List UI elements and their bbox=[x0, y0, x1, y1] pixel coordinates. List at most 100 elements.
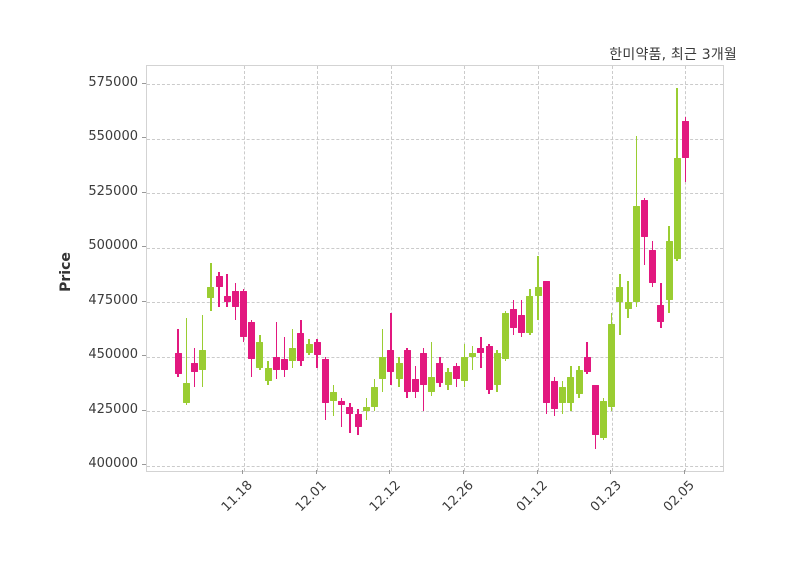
candle-wick-down bbox=[480, 337, 482, 368]
y-gridline bbox=[147, 411, 723, 413]
y-axis-label: Price bbox=[58, 252, 74, 292]
candle-body-up bbox=[632, 206, 640, 303]
y-tick-label: 500000 bbox=[88, 238, 138, 254]
candle-body-up bbox=[600, 400, 608, 438]
x-tick-label: 11.18 bbox=[219, 478, 257, 515]
candle-body-up bbox=[501, 313, 509, 360]
y-tick-label: 525000 bbox=[88, 183, 138, 199]
candle-body-down bbox=[346, 407, 354, 414]
x-gridline bbox=[611, 66, 613, 471]
candle-body-down bbox=[542, 280, 550, 403]
y-tick-label: 575000 bbox=[88, 74, 138, 90]
candle-wick-down bbox=[340, 398, 343, 427]
candle-body-down bbox=[223, 295, 231, 303]
x-gridline bbox=[390, 66, 392, 471]
candle-wick-down bbox=[218, 271, 220, 307]
candle-body-up bbox=[469, 352, 477, 357]
candle-body-up bbox=[182, 383, 190, 403]
candle-body-down bbox=[248, 321, 256, 360]
candle-body-down bbox=[477, 348, 485, 353]
candle-wick-up bbox=[471, 345, 474, 370]
candle-body-down bbox=[411, 378, 419, 392]
candle-body-up bbox=[608, 324, 616, 408]
candle-body-up bbox=[256, 341, 264, 368]
candle-body-down bbox=[485, 345, 493, 390]
x-tick-mark bbox=[610, 470, 612, 474]
candle-body-down bbox=[215, 276, 223, 288]
candle-body-up bbox=[526, 295, 534, 333]
y-tick-mark bbox=[142, 137, 146, 139]
y-tick-mark bbox=[142, 300, 146, 302]
x-gridline bbox=[685, 66, 687, 471]
candle-body-up bbox=[264, 367, 272, 381]
candle-body-up bbox=[428, 376, 436, 392]
candle-body-down bbox=[240, 291, 248, 338]
candle-body-up bbox=[567, 376, 575, 403]
x-tick-mark bbox=[315, 470, 317, 474]
x-tick-label: 12.26 bbox=[440, 478, 478, 515]
candle-body-down bbox=[657, 304, 665, 322]
y-gridline bbox=[147, 84, 723, 86]
candle-body-up bbox=[616, 287, 624, 303]
y-gridline bbox=[147, 247, 723, 249]
candle-body-down bbox=[313, 341, 321, 355]
y-tick-label: 400000 bbox=[88, 456, 138, 472]
candle-body-down bbox=[272, 356, 280, 370]
candle-body-up bbox=[207, 287, 215, 298]
candle-body-down bbox=[510, 308, 518, 329]
candle-body-up bbox=[370, 387, 378, 408]
candle-body-down bbox=[420, 352, 428, 386]
candle-wick-up bbox=[627, 280, 629, 318]
candle-body-down bbox=[452, 365, 460, 379]
y-tick-label: 475000 bbox=[88, 292, 138, 308]
candle-body-up bbox=[305, 343, 313, 353]
candle-body-down bbox=[681, 121, 689, 159]
candle-body-up bbox=[289, 348, 297, 362]
candle-body-down bbox=[387, 350, 395, 373]
candle-wick-up bbox=[619, 273, 621, 336]
y-gridline bbox=[147, 193, 723, 195]
y-tick-label: 425000 bbox=[88, 401, 138, 417]
candle-body-up bbox=[673, 158, 681, 259]
candle-body-up bbox=[379, 356, 387, 379]
candle-wick-up bbox=[332, 385, 335, 416]
x-tick-label: 01.12 bbox=[513, 478, 551, 515]
y-tick-mark bbox=[142, 355, 146, 357]
candle-body-down bbox=[436, 363, 444, 384]
candle-body-down bbox=[297, 332, 305, 362]
x-tick-label: 02.05 bbox=[661, 478, 698, 515]
candle-body-up bbox=[362, 407, 370, 412]
candle-wick-down bbox=[283, 337, 286, 377]
candle-wick-down bbox=[349, 402, 351, 434]
candle-body-up bbox=[665, 241, 673, 301]
candle-wick-up bbox=[291, 328, 294, 368]
x-gridline bbox=[243, 66, 245, 471]
y-gridline bbox=[147, 356, 723, 358]
x-tick-mark bbox=[389, 470, 391, 474]
y-tick-mark bbox=[142, 409, 146, 411]
candle-wick-up bbox=[210, 263, 212, 312]
candle-body-up bbox=[493, 352, 501, 386]
y-tick-mark bbox=[142, 82, 146, 84]
candle-body-down bbox=[190, 363, 198, 373]
candle-wick-down bbox=[390, 313, 392, 386]
y-tick-label: 550000 bbox=[88, 129, 138, 145]
x-tick-label: 12.12 bbox=[366, 478, 404, 515]
x-tick-label: 12.01 bbox=[292, 478, 330, 515]
candle-body-up bbox=[575, 369, 583, 394]
x-tick-label: 01.23 bbox=[587, 478, 625, 515]
candle-body-up bbox=[444, 372, 452, 386]
candle-wick-down bbox=[226, 273, 228, 307]
candle-body-down bbox=[338, 400, 346, 405]
candle-body-down bbox=[403, 350, 411, 392]
candle-body-down bbox=[649, 249, 657, 283]
y-tick-label: 450000 bbox=[88, 347, 138, 363]
x-tick-mark bbox=[462, 470, 464, 474]
x-gridline bbox=[317, 66, 319, 471]
y-gridline bbox=[147, 302, 723, 304]
y-tick-mark bbox=[142, 246, 146, 248]
y-gridline bbox=[147, 465, 723, 467]
candle-body-down bbox=[550, 380, 558, 410]
plot-area bbox=[146, 65, 724, 472]
